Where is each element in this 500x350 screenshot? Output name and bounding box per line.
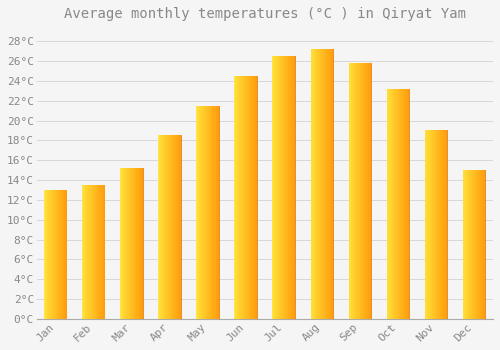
Bar bbox=[196, 106, 197, 319]
Bar bbox=[409, 89, 410, 319]
Bar bbox=[424, 131, 425, 319]
Bar bbox=[158, 135, 159, 319]
Bar bbox=[44, 190, 45, 319]
Bar bbox=[105, 185, 106, 319]
Bar bbox=[234, 76, 235, 319]
Bar bbox=[310, 49, 311, 319]
Bar bbox=[485, 170, 486, 319]
Bar bbox=[348, 63, 349, 319]
Bar bbox=[272, 56, 273, 319]
Bar bbox=[333, 49, 334, 319]
Bar bbox=[82, 185, 83, 319]
Bar bbox=[143, 168, 144, 319]
Bar bbox=[462, 170, 463, 319]
Bar bbox=[219, 106, 220, 319]
Bar bbox=[447, 131, 448, 319]
Bar bbox=[386, 89, 387, 319]
Bar bbox=[371, 63, 372, 319]
Title: Average monthly temperatures (°C ) in Qiryat Yam: Average monthly temperatures (°C ) in Qi… bbox=[64, 7, 466, 21]
Bar bbox=[295, 56, 296, 319]
Bar bbox=[67, 190, 68, 319]
Bar bbox=[181, 135, 182, 319]
Bar bbox=[257, 76, 258, 319]
Bar bbox=[120, 168, 121, 319]
